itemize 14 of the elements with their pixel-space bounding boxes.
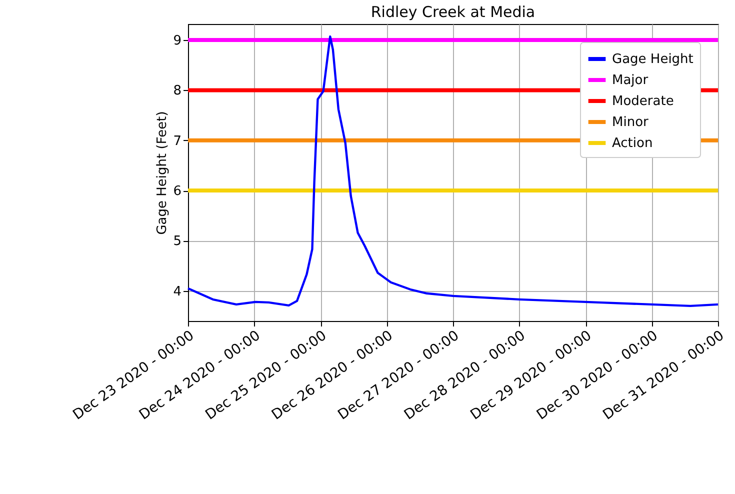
legend-label: Minor <box>612 115 650 130</box>
y-tick-label: 9 <box>173 34 182 49</box>
y-tick-label: 6 <box>173 184 182 200</box>
ref-line-label: Moderate <box>612 94 674 109</box>
line-series <box>186 35 720 308</box>
y-tick-label: 5 <box>173 234 182 250</box>
y-tick-label: 8 <box>173 84 182 99</box>
chart-title: Ridley Creek at Media <box>370 3 536 21</box>
y-axis-title: Gage Height (Feet) <box>155 111 170 235</box>
legend-label: Major <box>612 73 649 88</box>
legend-label: Action <box>612 136 653 151</box>
y-tick-label: 4 <box>173 284 182 300</box>
y-tick-label: 7 <box>173 134 182 149</box>
legend-label: Gage Height <box>612 52 694 67</box>
